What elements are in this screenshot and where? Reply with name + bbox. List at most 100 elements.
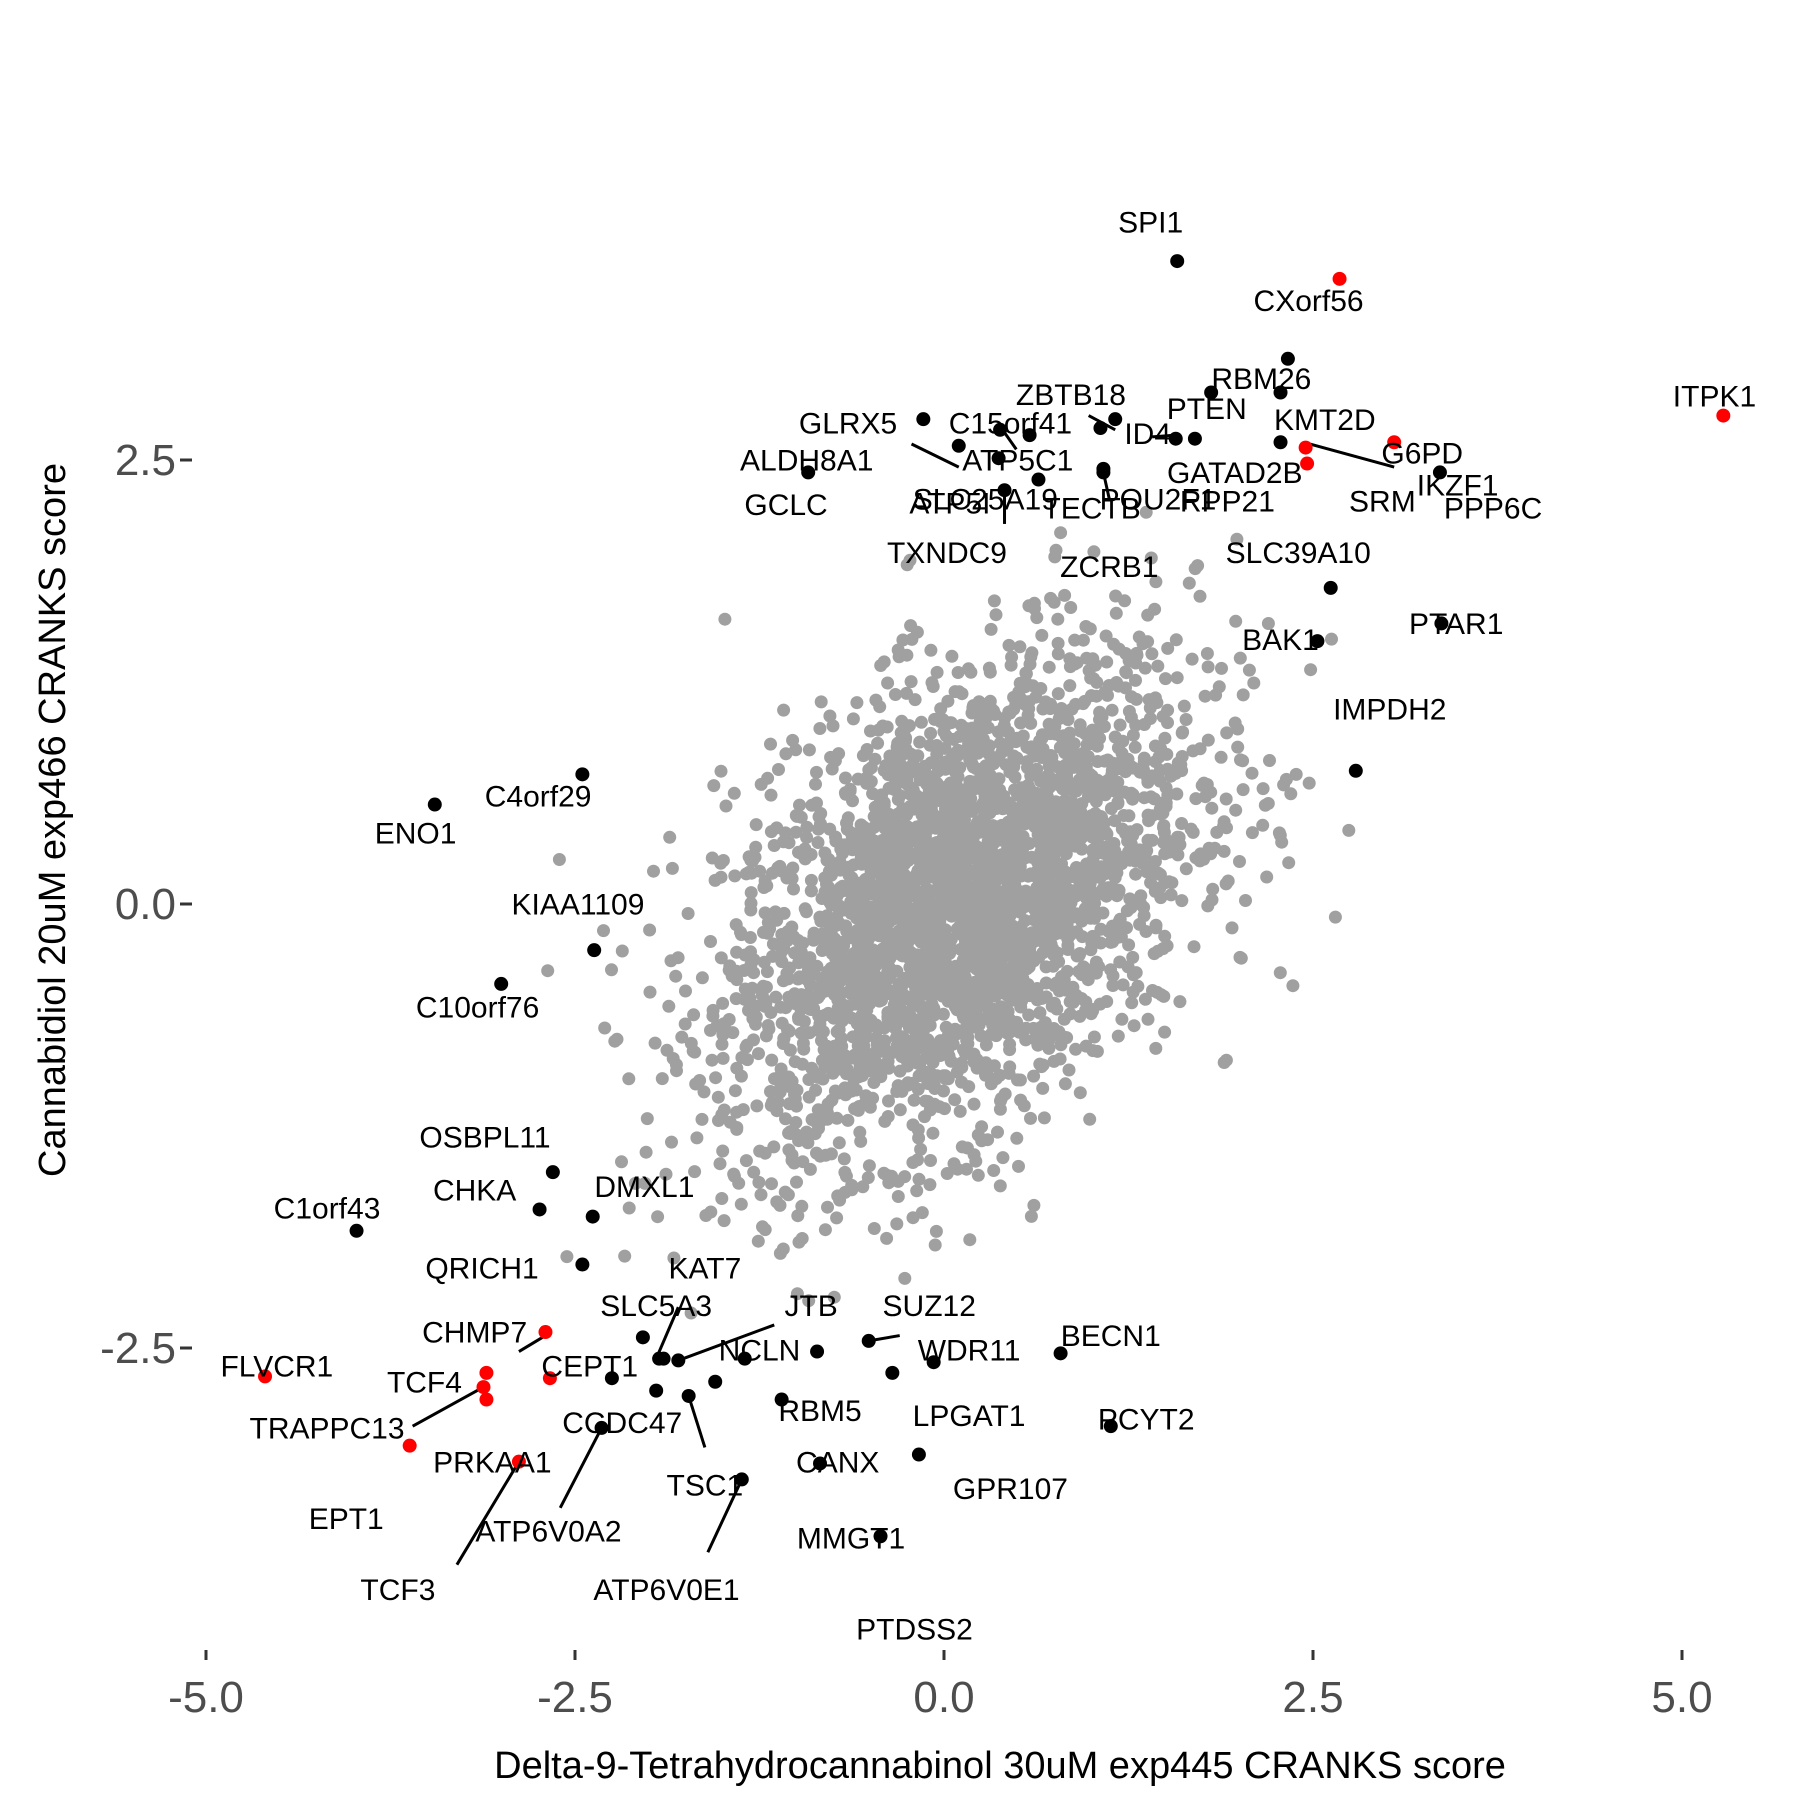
background-point	[1029, 887, 1043, 900]
background-point	[944, 885, 958, 898]
background-point	[796, 1057, 809, 1071]
background-point	[697, 1085, 711, 1099]
label-connector	[1309, 442, 1395, 469]
background-point	[1273, 828, 1287, 842]
background-point	[789, 1116, 803, 1129]
background-point	[929, 1224, 943, 1238]
background-point	[1055, 970, 1069, 984]
background-point	[1042, 1041, 1056, 1055]
background-point	[1032, 950, 1046, 964]
background-point	[1236, 783, 1250, 797]
background-point	[839, 771, 852, 785]
background-point	[715, 1037, 729, 1051]
data-point	[635, 1330, 650, 1345]
background-point	[983, 806, 997, 820]
data-point	[511, 1454, 526, 1469]
background-point	[1036, 935, 1050, 949]
background-point	[749, 818, 763, 832]
data-point	[258, 1369, 273, 1384]
gene-label: SPI1	[1118, 207, 1183, 240]
background-point	[925, 850, 939, 864]
background-point	[920, 928, 934, 942]
background-point	[1055, 857, 1068, 871]
background-point	[1204, 785, 1218, 799]
background-point	[862, 1159, 876, 1173]
background-point	[1129, 867, 1143, 881]
background-point	[1051, 612, 1065, 626]
gene-label: OSBPL11	[419, 1121, 550, 1154]
background-point	[948, 1093, 962, 1107]
data-point	[1332, 271, 1347, 286]
background-point	[1044, 753, 1058, 767]
background-point	[960, 1034, 974, 1048]
background-point	[759, 997, 773, 1011]
background-point	[1076, 697, 1090, 711]
gene-label: ATP5I	[909, 487, 990, 520]
gene-label: TCF4	[387, 1366, 462, 1399]
background-point	[917, 958, 931, 971]
background-point	[924, 1154, 937, 1167]
background-point	[895, 910, 909, 924]
background-point	[816, 982, 830, 996]
background-point	[777, 703, 791, 717]
background-point	[857, 820, 871, 834]
gene-label: CXorf56	[1254, 285, 1364, 318]
background-point	[827, 1011, 841, 1025]
background-point	[813, 722, 827, 735]
background-point	[962, 662, 975, 676]
background-point	[1058, 1077, 1072, 1091]
background-point	[780, 871, 794, 885]
background-point	[1225, 921, 1239, 935]
background-point	[704, 1205, 718, 1219]
background-point	[638, 1176, 652, 1190]
background-point	[1062, 1063, 1076, 1077]
background-point	[953, 1104, 967, 1118]
background-point	[916, 1003, 929, 1017]
background-point	[739, 1154, 753, 1168]
background-point	[832, 1023, 846, 1037]
background-point	[1075, 968, 1089, 982]
background-point	[615, 1155, 628, 1169]
background-point	[1040, 858, 1054, 872]
background-point	[944, 816, 958, 830]
background-point	[939, 718, 952, 732]
background-point	[851, 839, 865, 853]
background-point	[765, 1053, 779, 1067]
background-point	[832, 1136, 846, 1150]
background-point	[1111, 797, 1125, 810]
gene-label: BAK1	[1242, 624, 1319, 657]
background-point	[979, 789, 993, 803]
background-point	[951, 770, 965, 784]
background-point	[997, 904, 1011, 918]
data-point	[575, 1257, 590, 1272]
background-point	[971, 958, 984, 972]
background-point	[1109, 589, 1123, 603]
background-point	[744, 886, 758, 900]
background-point	[608, 1034, 622, 1048]
background-point	[974, 737, 988, 751]
background-point	[896, 990, 910, 1004]
background-point	[878, 822, 892, 836]
label-connector	[910, 442, 960, 469]
data-point	[587, 943, 602, 958]
background-point	[1020, 961, 1034, 975]
background-point	[922, 1035, 935, 1049]
background-point	[678, 1017, 692, 1031]
background-point	[875, 788, 889, 802]
background-point	[1147, 947, 1161, 961]
gene-label: CHMP7	[422, 1317, 527, 1350]
background-point	[841, 1113, 855, 1127]
background-point	[1108, 814, 1122, 828]
background-point	[1004, 732, 1018, 746]
background-point	[790, 1287, 804, 1301]
background-point	[1088, 822, 1102, 836]
background-point	[776, 1037, 790, 1050]
gene-label: ZBTB18	[1016, 379, 1126, 412]
background-point	[1062, 820, 1076, 834]
gene-label: ENO1	[375, 818, 457, 851]
background-point	[939, 729, 953, 743]
background-point	[894, 1010, 908, 1024]
background-point	[1171, 848, 1185, 862]
background-point	[1086, 737, 1099, 751]
background-point	[1106, 979, 1120, 992]
